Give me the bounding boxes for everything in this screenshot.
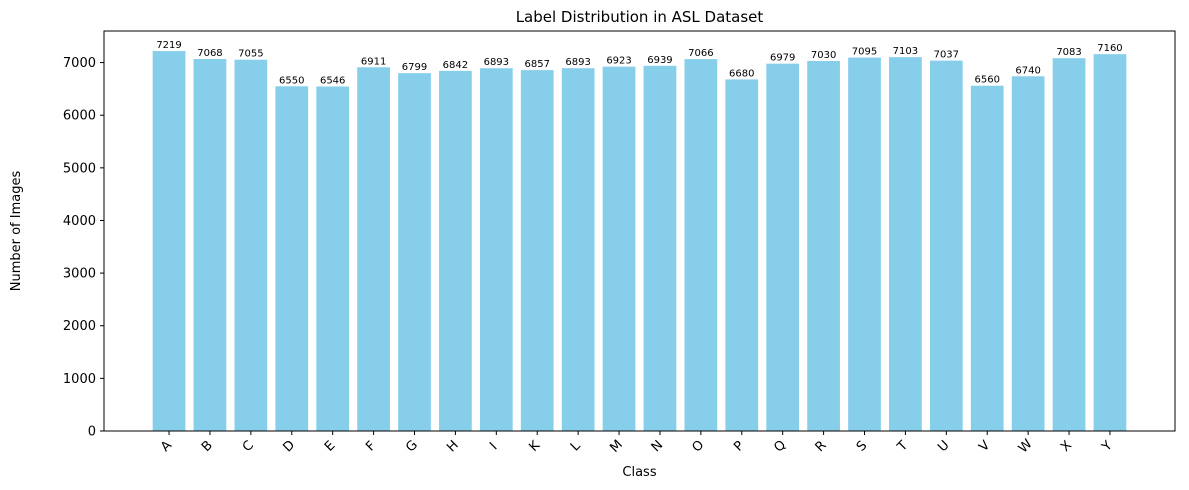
- bar-Y: [1093, 54, 1127, 431]
- data-label-I: 6893: [484, 57, 509, 68]
- y-tick-label: 3000: [63, 267, 96, 282]
- y-tick-label: 1000: [63, 372, 96, 387]
- x-tick-label-E: E: [322, 438, 338, 454]
- bar-I: [479, 68, 513, 432]
- data-label-P: 6680: [729, 68, 754, 79]
- bar-K: [520, 70, 554, 432]
- x-tick-label-R: R: [813, 438, 830, 455]
- y-tick-label: 6000: [63, 109, 96, 124]
- data-label-L: 6893: [565, 57, 590, 68]
- bar-W: [1011, 76, 1045, 432]
- data-label-K: 6857: [525, 59, 550, 70]
- bar-M: [602, 66, 636, 431]
- bar-T: [889, 57, 922, 431]
- data-label-D: 6550: [279, 75, 304, 86]
- x-tick-label-F: F: [363, 439, 379, 455]
- x-tick-label-L: L: [568, 438, 584, 454]
- x-tick-label-A: A: [158, 438, 175, 455]
- data-label-S: 7095: [852, 47, 877, 58]
- bar-H: [439, 70, 472, 431]
- data-label-U: 7037: [934, 50, 959, 61]
- y-axis-title: Number of Images: [9, 171, 24, 292]
- bar-L: [561, 68, 595, 432]
- x-tick-label-S: S: [854, 438, 870, 454]
- y-tick-label: 2000: [63, 319, 96, 334]
- data-label-R: 7030: [811, 50, 836, 61]
- data-label-A: 7219: [156, 40, 181, 51]
- x-tick-label-B: B: [199, 438, 216, 455]
- bar-A: [152, 51, 186, 431]
- data-label-T: 7103: [893, 46, 918, 57]
- x-tick-label-G: G: [403, 438, 421, 456]
- bars-layer: 7219 7068 7055 6550 6546 6911 6799 6842 6893 6857…: [152, 40, 1127, 432]
- bar-E: [316, 86, 350, 431]
- x-tick-label-W: W: [1016, 437, 1036, 457]
- y-axis: 0 1000 2000 3000 4000 5000 6000 7000: [63, 56, 104, 440]
- bar-U: [929, 60, 963, 431]
- x-tick-label-N: N: [649, 438, 666, 455]
- chart-title: Label Distribution in ASL Dataset: [516, 8, 764, 26]
- bar-S: [848, 57, 881, 431]
- x-tick-label-C: C: [240, 438, 257, 455]
- data-label-E: 6546: [320, 75, 345, 86]
- y-tick-label: 5000: [63, 161, 96, 176]
- data-label-C: 7055: [238, 49, 263, 60]
- bar-G: [398, 73, 431, 431]
- x-tick-label-X: X: [1058, 438, 1075, 455]
- bar-O: [684, 59, 718, 432]
- y-tick-label: 4000: [63, 214, 96, 229]
- bar-P: [725, 79, 759, 431]
- x-tick-label-O: O: [689, 438, 707, 456]
- data-label-Q: 6979: [770, 53, 795, 64]
- data-label-X: 7083: [1056, 47, 1081, 58]
- bar-B: [193, 59, 227, 431]
- data-label-N: 6939: [647, 55, 672, 66]
- bar-C: [234, 59, 268, 432]
- data-label-W: 6740: [1015, 65, 1040, 76]
- bar-D: [275, 86, 309, 432]
- bar-N: [643, 65, 677, 431]
- y-tick-label: 7000: [63, 56, 96, 71]
- x-tick-label-D: D: [280, 438, 298, 456]
- x-tick-label-Y: Y: [1099, 438, 1116, 455]
- data-label-B: 7068: [197, 48, 222, 59]
- x-tick-label-H: H: [444, 438, 462, 456]
- bar-X: [1052, 58, 1086, 432]
- data-label-V: 6560: [975, 75, 1000, 86]
- data-label-M: 6923: [606, 56, 631, 67]
- x-tick-label-T: T: [894, 438, 911, 455]
- bar-Q: [766, 63, 800, 432]
- x-tick-label-I: I: [487, 440, 500, 453]
- plot-frame: [103, 30, 1176, 432]
- y-tick-label: 0: [88, 425, 96, 440]
- data-label-Y: 7160: [1097, 43, 1122, 54]
- bar-R: [807, 61, 840, 431]
- bar-V: [970, 85, 1004, 431]
- bar-F: [357, 67, 390, 432]
- x-axis-title: Class: [622, 465, 656, 480]
- x-tick-label-V: V: [976, 438, 993, 455]
- data-label-F: 6911: [361, 56, 386, 67]
- x-tick-label-P: P: [731, 438, 747, 454]
- data-label-G: 6799: [402, 62, 427, 73]
- x-tick-label-U: U: [935, 438, 952, 455]
- x-tick-label-Q: Q: [771, 438, 789, 456]
- x-tick-label-K: K: [526, 438, 543, 455]
- x-tick-label-M: M: [607, 437, 626, 456]
- data-label-H: 6842: [443, 60, 468, 71]
- data-label-O: 7066: [688, 48, 713, 59]
